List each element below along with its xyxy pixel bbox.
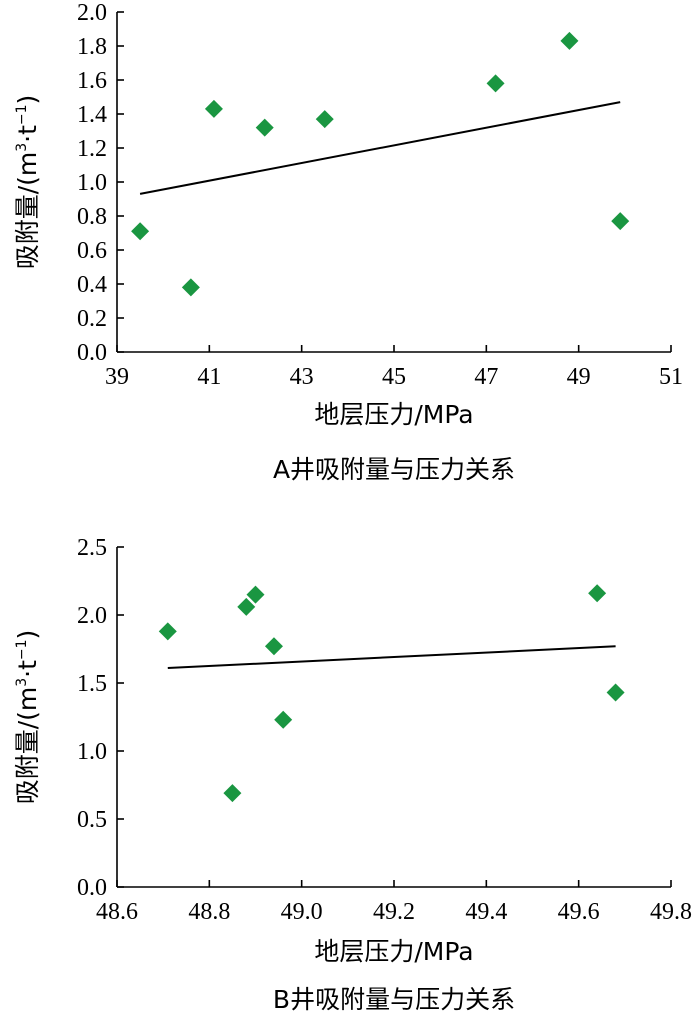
chart-a-x-tick-label: 39 — [105, 364, 129, 390]
chart-a-y-tick-label: 0.8 — [77, 204, 107, 230]
chart-a-data-point — [255, 118, 274, 137]
chart-a-x-tick-label: 41 — [197, 364, 221, 390]
chart-b-data-point — [246, 585, 265, 604]
chart-a-y-tick-label: 1.4 — [77, 102, 107, 128]
chart-b-data-point — [158, 622, 177, 641]
chart-b-x-label: 地层压力/MPa — [314, 937, 473, 966]
chart-a-y-tick-label: 0.0 — [77, 340, 107, 366]
chart-b-x-tick-label: 49.0 — [281, 899, 323, 925]
chart-b: 0.00.51.01.52.02.5 48.6 48.8 49.0 49.2 49.4 4… — [13, 535, 692, 1014]
chart-b-x-tick-label: 48.6 — [96, 899, 138, 925]
chart-b-data-point — [223, 784, 242, 803]
chart-a-points — [131, 31, 630, 297]
chart-a-x-tick-label: 43 — [290, 364, 314, 390]
chart-a-x-ticks: 39 41 43 45 47 49 51 — [105, 345, 683, 390]
chart-b-trendline — [167, 645, 616, 670]
chart-b-y-label: 吸附量/(m3·t−1) — [13, 630, 42, 805]
chart-a-y-tick-label: 1.8 — [77, 34, 107, 60]
chart-b-y-tick-label: 1.5 — [77, 671, 107, 697]
chart-b-points — [158, 584, 625, 803]
chart-a-y-tick-label: 1.2 — [77, 136, 107, 162]
chart-a-x-tick-label: 51 — [659, 364, 683, 390]
chart-b-caption: B井吸附量与压力关系 — [273, 985, 515, 1014]
chart-a: 0.0 0.2 0.4 0.6 0.8 1.0 1.2 1.4 1.6 1.8 2.0 39 41 43… — [13, 0, 683, 484]
chart-b-x-tick-label: 49.8 — [650, 899, 692, 925]
chart-a-data-point — [611, 212, 630, 231]
chart-a-data-point — [486, 74, 505, 93]
chart-b-y-tick-label: 2.5 — [77, 535, 107, 561]
chart-a-x-label: 地层压力/MPa — [314, 400, 473, 429]
chart-a-caption: A井吸附量与压力关系 — [273, 455, 515, 484]
chart-b-y-tick-label: 1.0 — [77, 739, 107, 765]
chart-a-data-point — [560, 31, 579, 50]
chart-b-x-ticks: 48.6 48.8 49.0 49.2 49.4 49.6 49.8 — [96, 880, 692, 925]
chart-b-x-tick-label: 48.8 — [188, 899, 230, 925]
chart-a-trendline — [139, 101, 621, 195]
chart-b-x-tick-label: 49.6 — [558, 899, 600, 925]
chart-b-y-tick-label: 2.0 — [77, 603, 107, 629]
chart-a-x-tick-label: 49 — [567, 364, 591, 390]
chart-a-x-tick-label: 45 — [382, 364, 406, 390]
chart-b-data-point — [274, 710, 293, 729]
chart-b-y-ticks: 0.0 0.5 1.0 1.5 2.0 2.5 — [77, 535, 124, 901]
chart-b-data-point — [237, 597, 256, 616]
chart-a-y-tick-label: 2.0 — [77, 0, 107, 26]
chart-b-x-tick-label: 49.2 — [373, 899, 415, 925]
chart-b-x-tick-label: 49.4 — [465, 899, 507, 925]
chart-a-data-point — [315, 110, 334, 129]
chart-b-y-tick-label: 0.0 — [77, 875, 107, 901]
chart-a-y-tick-label: 0.2 — [77, 306, 107, 332]
chart-a-data-point — [181, 278, 200, 297]
chart-b-data-point — [588, 584, 607, 603]
chart-a-y-tick-label: 1.0 — [77, 170, 107, 196]
chart-a-y-ticks: 0.0 0.2 0.4 0.6 0.8 1.0 1.2 1.4 1.6 1.8 2.0 — [77, 0, 124, 366]
chart-b-data-point — [264, 637, 283, 656]
chart-a-y-label: 吸附量/(m3·t−1) — [13, 95, 42, 270]
chart-b-y-tick-label: 0.5 — [77, 807, 107, 833]
chart-b-data-point — [606, 683, 625, 702]
chart-a-y-tick-label: 0.6 — [77, 238, 107, 264]
chart-a-x-tick-label: 47 — [474, 364, 498, 390]
chart-a-data-point — [131, 222, 150, 241]
chart-a-y-tick-label: 1.6 — [77, 68, 107, 94]
chart-a-data-point — [204, 99, 223, 118]
chart-a-y-tick-label: 0.4 — [77, 272, 107, 298]
